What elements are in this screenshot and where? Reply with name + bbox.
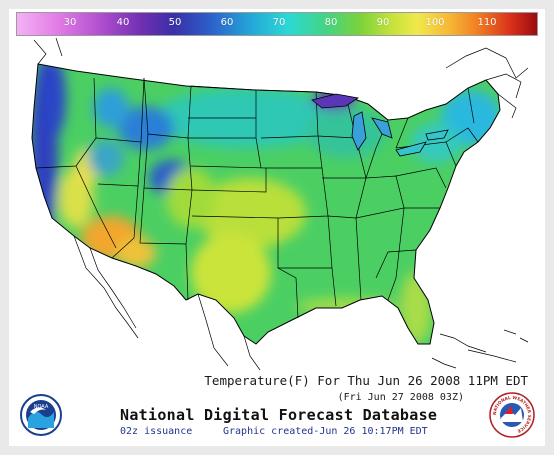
map-caption: Temperature(F) For Thu Jun 26 2008 11PM … xyxy=(204,373,528,388)
database-title: National Digital Forecast Database xyxy=(120,406,438,424)
us-outline xyxy=(31,63,501,345)
issuance-label: 02z issuance xyxy=(120,426,193,437)
temperature-map[interactable] xyxy=(16,38,538,370)
neighbor-outlines xyxy=(33,38,529,370)
noaa-logo: NOAA xyxy=(20,394,62,436)
scale-tick: 80 xyxy=(324,17,338,28)
scale-tick: 100 xyxy=(425,17,445,28)
us-map-svg xyxy=(31,38,529,370)
graphic-created-label: Graphic created-Jun 26 10:17PM EDT xyxy=(223,426,428,437)
scale-tick: 40 xyxy=(116,17,130,28)
scale-tick: 30 xyxy=(63,17,77,28)
scale-tick: 60 xyxy=(220,17,234,28)
great-lakes xyxy=(311,93,449,157)
scale-tick: 50 xyxy=(168,17,182,28)
svg-text:NOAA: NOAA xyxy=(34,404,49,410)
nws-logo: NATIONAL WEATHER SERVICE xyxy=(489,392,535,438)
state-boundaries xyxy=(35,77,479,319)
scale-tick: 110 xyxy=(477,17,497,28)
map-caption-utc: (Fri Jun 27 2008 03Z) xyxy=(337,392,464,403)
temperature-color-scale: 30 40 50 60 70 80 90 100 110 xyxy=(16,12,538,36)
scale-tick: 70 xyxy=(272,17,286,28)
scale-tick: 90 xyxy=(376,17,390,28)
